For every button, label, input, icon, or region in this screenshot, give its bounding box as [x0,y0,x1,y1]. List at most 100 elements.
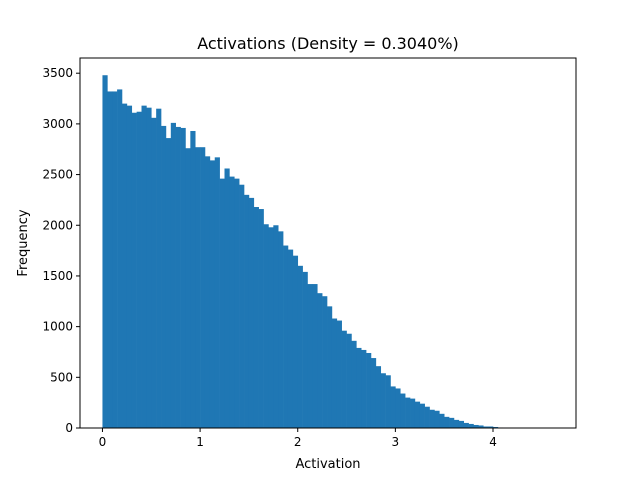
histogram-bar [224,168,230,428]
histogram-bar [278,231,284,428]
histogram-bar [322,296,328,428]
histogram-bar [117,89,123,429]
histogram-bar [312,284,318,428]
histogram-bar [126,105,133,429]
histogram-bar [473,424,479,428]
histogram-bar [488,426,494,428]
histogram-bar [429,409,435,428]
histogram-bar [258,209,264,428]
histogram-bar [185,148,191,428]
histogram-bar [327,306,333,428]
histogram-bar [146,107,152,428]
histogram-bar [268,227,274,428]
histogram-bar [341,330,347,428]
histogram-bar [356,347,362,428]
histogram-bar [170,122,176,428]
histogram-bar [370,358,377,428]
histogram-bar [395,388,401,428]
histogram-bar [366,352,372,428]
plot-frame [79,57,577,429]
histogram-bar [336,320,342,428]
histogram-bar [244,194,250,428]
histogram-bar [307,284,313,428]
histogram-bar [400,393,406,428]
x-axis-ticks: 0 1 2 3 4 [99,428,497,449]
x-tick-label: 3 [392,435,400,449]
histogram-bar [331,318,338,428]
histogram-bar [165,138,172,428]
histogram-bar [195,147,201,428]
histogram-bar [175,126,181,428]
histogram-bar [112,91,118,428]
y-tick-label: 500 [50,370,73,384]
histogram-bar [444,416,450,428]
histogram-bar [493,426,499,428]
histogram-bar [219,178,225,428]
histogram-bar [200,147,206,428]
histogram-bar [180,127,186,429]
y-axis-ticks: 0 500 1000 1500 2000 2500 3000 3500 [42,66,80,435]
histogram-bar [141,105,147,429]
histogram-bar [380,373,386,428]
y-tick-label: 1500 [42,269,73,283]
histogram-bar [468,423,474,428]
chart-title: Activations (Density = 0.3040%) [197,34,459,53]
histogram-bar [385,375,391,428]
x-tick-label: 2 [294,435,302,449]
histogram-bars [102,75,557,429]
histogram-bar [419,403,425,428]
histogram-bar [351,340,357,428]
y-tick-label: 2500 [42,168,73,182]
histogram-bar [102,75,108,428]
histogram-bar [214,157,220,428]
histogram-bar [405,397,411,428]
histogram-bar [458,420,465,428]
x-axis-label: Activation [295,457,360,472]
histogram-bar [121,103,128,428]
histogram-bar [478,425,484,428]
histogram-bar [161,125,167,428]
histogram-bar [151,117,157,428]
y-axis-label: Frequency [16,209,31,276]
histogram-bar [107,91,113,428]
histogram-bar [483,426,489,428]
histogram-bar [463,422,469,428]
histogram-bar [234,178,240,428]
y-tick-label: 3000 [42,117,73,131]
histogram-bar [317,293,323,428]
histogram-bar [410,398,416,428]
histogram-bar [209,160,216,429]
histogram-bar [263,224,269,428]
histogram-bar [449,417,455,428]
histogram-bar [390,386,396,428]
x-tick-label: 4 [489,435,497,449]
histogram-bar [346,333,352,428]
histogram-bar [361,349,367,428]
histogram-bar [424,406,430,428]
histogram-bar [190,130,196,428]
histogram-bar [204,156,211,428]
histogram-bar [292,255,299,428]
y-tick-label: 0 [65,421,73,435]
histogram-bar [156,108,162,428]
histogram-bar [302,271,308,428]
histogram-bar [414,401,421,428]
histogram-bar [297,265,303,428]
histogram-bar [136,111,142,429]
histogram-bar [248,197,255,428]
histogram-bar [229,176,235,428]
histogram-bar [375,366,382,428]
y-tick-label: 1000 [42,320,73,334]
histogram-bar [273,225,279,428]
histogram-bar [287,249,294,428]
histogram-bar [131,112,137,429]
histogram-bar [283,245,289,428]
histogram-bar [453,419,460,428]
x-tick-label: 1 [196,435,204,449]
histogram-bar [439,413,445,428]
y-tick-label: 2000 [42,218,73,232]
histogram-bar [434,410,440,428]
histogram-bar [253,207,259,428]
y-tick-label: 3500 [42,66,73,80]
